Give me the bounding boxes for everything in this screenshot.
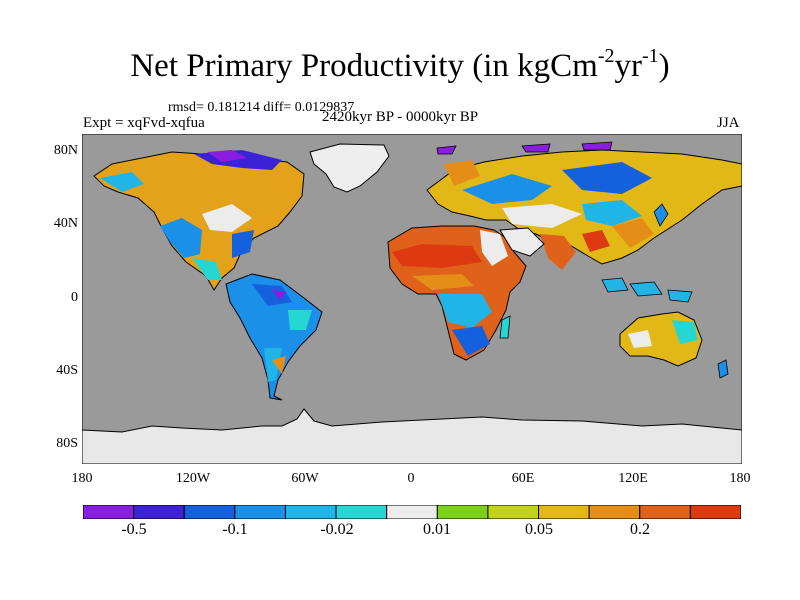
southern-africa-blue	[452, 326, 490, 356]
colorbar-swatch	[386, 505, 438, 519]
madagascar	[499, 315, 511, 339]
colorbar-label-0-01: 0.01	[423, 521, 451, 538]
lon-label-0: 0	[407, 471, 415, 486]
lat-label-80n: 80N	[53, 143, 78, 158]
japan-blue	[653, 203, 669, 227]
antarctica-landmass	[82, 409, 742, 464]
east-africa-white	[480, 230, 508, 266]
colorbar-swatch	[689, 505, 741, 519]
page-title: Net Primary Productivity (in kgCm-2yr-1)	[130, 45, 670, 84]
lon-label-120e: 120E	[618, 471, 648, 486]
colorbar-label-0-05: 0.05	[525, 521, 553, 538]
sa-amazon-purple	[272, 290, 286, 300]
experiment-label: Expt = xqFvd-xqfua	[83, 115, 205, 131]
na-central-white	[202, 204, 252, 232]
eurasia-siberia-blue	[562, 162, 652, 194]
east-asia-orange	[612, 218, 654, 248]
sahara-red	[392, 244, 482, 268]
colorbar-swatch	[133, 505, 185, 519]
colorbar-swatch	[234, 505, 286, 519]
na-alaska-blue	[100, 172, 144, 192]
lon-label-180w: 180	[71, 471, 93, 486]
colorbar-label-minus-0-02: -0.02	[320, 521, 354, 538]
lon-label-60w: 60W	[291, 471, 319, 486]
eurasia-central-cyan	[582, 200, 642, 226]
new-zealand	[717, 359, 729, 379]
antarctica-coast	[82, 408, 742, 433]
lon-label-120w: 120W	[175, 471, 211, 486]
colorbar-label-minus-0-5: -0.5	[121, 521, 147, 538]
colorbar-swatch	[83, 505, 135, 519]
sa-south-cyan	[264, 348, 282, 382]
scandinavia-orange	[444, 160, 480, 186]
season-label: JJA	[717, 115, 740, 131]
na-mexico-blue	[192, 258, 222, 280]
colorbar-swatch	[284, 505, 337, 519]
sahel-orange	[412, 274, 474, 290]
colorbar-swatch	[436, 505, 489, 519]
world-map	[82, 134, 742, 464]
colorbar-swatch	[639, 505, 691, 519]
colorbar-swatch	[538, 505, 590, 519]
na-arctic-purple	[207, 150, 247, 162]
colorbar-label-minus-0-1: -0.1	[222, 521, 248, 538]
lat-label-40s: 40S	[56, 363, 78, 378]
arctic-islands	[436, 141, 613, 155]
lat-label-40n: 40N	[53, 216, 78, 231]
eurasia-north-blue	[462, 174, 552, 204]
stats-text: rmsd= 0.181214 diff= 0.0129837	[168, 100, 355, 115]
colorbar-swatch	[335, 505, 388, 519]
period-label: 2420kyr BP - 0000kyr BP	[322, 109, 479, 125]
colorbar-swatch	[183, 505, 236, 519]
greenland-landmass	[309, 143, 390, 193]
lon-label-60e: 60E	[511, 471, 535, 486]
na-east-blue	[232, 230, 254, 258]
colorbar-swatch	[487, 505, 540, 519]
china-red	[582, 230, 610, 252]
maritime-se-asia	[601, 277, 693, 303]
australia-west-white	[628, 330, 652, 348]
colorbar-swatch	[588, 505, 641, 519]
australia-east-cyan	[672, 320, 698, 344]
south-america-landmass	[225, 273, 323, 401]
sa-east-cyan	[288, 310, 312, 330]
lat-label-80s: 80S	[56, 436, 78, 451]
india-orange	[540, 234, 576, 270]
colorbar-label-0-2: 0.2	[630, 521, 650, 538]
na-west-blue	[160, 218, 202, 258]
lat-label-0: 0	[71, 290, 78, 305]
arabia-landmass	[499, 227, 545, 257]
lon-label-180e: 180	[729, 471, 751, 486]
colorbar	[83, 505, 741, 519]
sa-south-orange	[272, 356, 286, 374]
sa-north-blue	[252, 284, 292, 306]
eurasia-central-white	[502, 204, 582, 228]
central-africa-cyan	[438, 294, 492, 328]
